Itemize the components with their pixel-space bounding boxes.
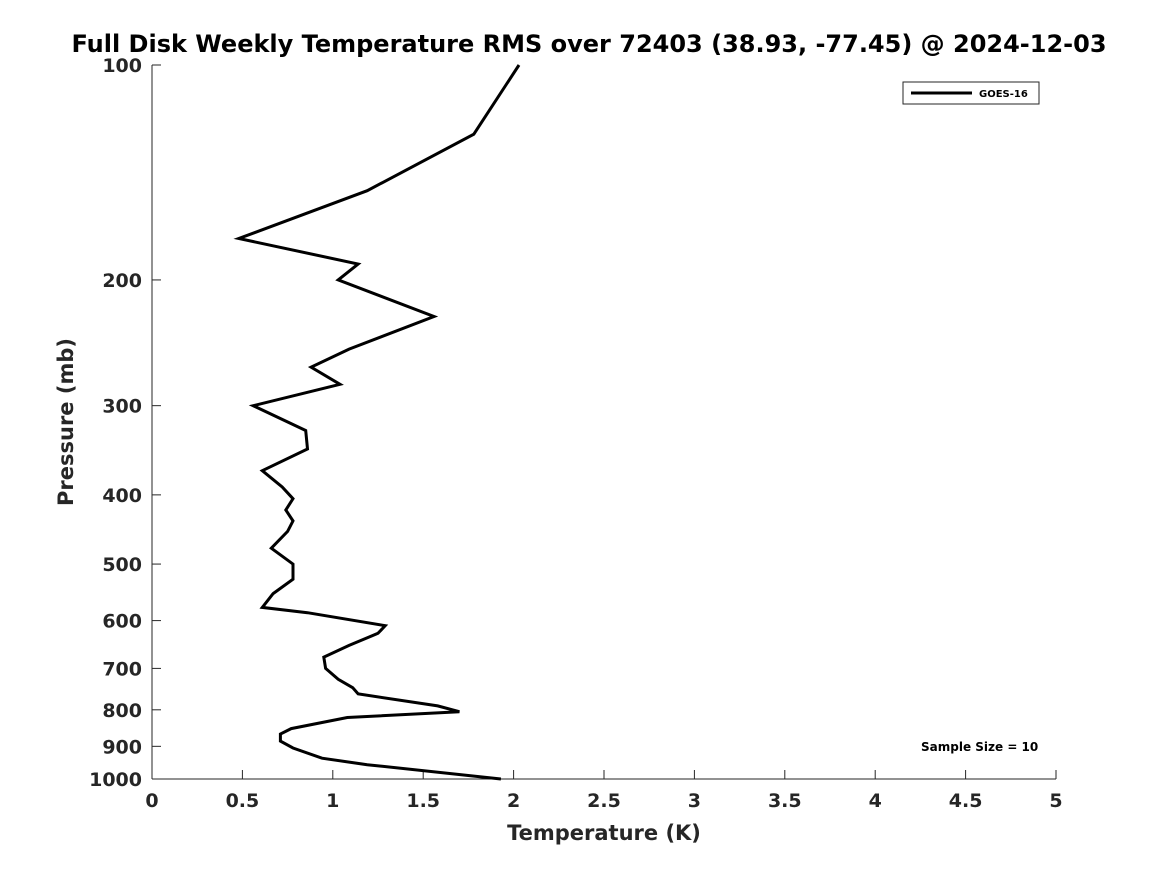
x-tick-label: 2.5 bbox=[587, 790, 621, 812]
x-tick-label: 4 bbox=[869, 790, 882, 812]
x-tick-label: 2 bbox=[507, 790, 520, 812]
x-tick-label: 0.5 bbox=[226, 790, 260, 812]
x-tick-label: 1.5 bbox=[406, 790, 440, 812]
y-axis-ticks: 100 200 300 400 500 600 700 800 900 1000 bbox=[89, 55, 161, 791]
plot-area bbox=[152, 65, 1056, 779]
x-tick-label: 3 bbox=[688, 790, 701, 812]
y-tick-label: 500 bbox=[102, 554, 142, 576]
y-tick-label: 100 bbox=[102, 55, 142, 77]
x-tick-label: 1 bbox=[326, 790, 339, 812]
y-tick-label: 400 bbox=[102, 485, 142, 507]
sample-size-annotation: Sample Size = 10 bbox=[921, 740, 1038, 754]
chart-title: Full Disk Weekly Temperature RMS over 72… bbox=[71, 30, 1106, 58]
y-tick-label: 1000 bbox=[89, 769, 142, 791]
y-axis-label: Pressure (mb) bbox=[54, 338, 78, 506]
y-tick-label: 200 bbox=[102, 270, 142, 292]
series-points bbox=[238, 64, 520, 780]
y-tick-label: 600 bbox=[102, 611, 142, 633]
x-tick-label: 3.5 bbox=[768, 790, 802, 812]
x-tick-label: 0 bbox=[145, 790, 158, 812]
legend: GOES-16 bbox=[902, 81, 1040, 105]
y-tick-label: 700 bbox=[102, 658, 142, 680]
x-tick-label: 4.5 bbox=[949, 790, 983, 812]
x-axis-ticks: 0 0.5 1 1.5 2 2.5 3 3.5 4 4.5 5 bbox=[145, 770, 1063, 812]
legend-entry-goes-16: GOES-16 bbox=[979, 89, 1028, 100]
y-tick-label: 300 bbox=[102, 396, 142, 418]
x-axis-label: Temperature (K) bbox=[507, 821, 701, 845]
y-tick-label: 800 bbox=[102, 700, 142, 722]
x-tick-label: 5 bbox=[1049, 790, 1062, 812]
y-tick-label: 900 bbox=[102, 736, 142, 758]
